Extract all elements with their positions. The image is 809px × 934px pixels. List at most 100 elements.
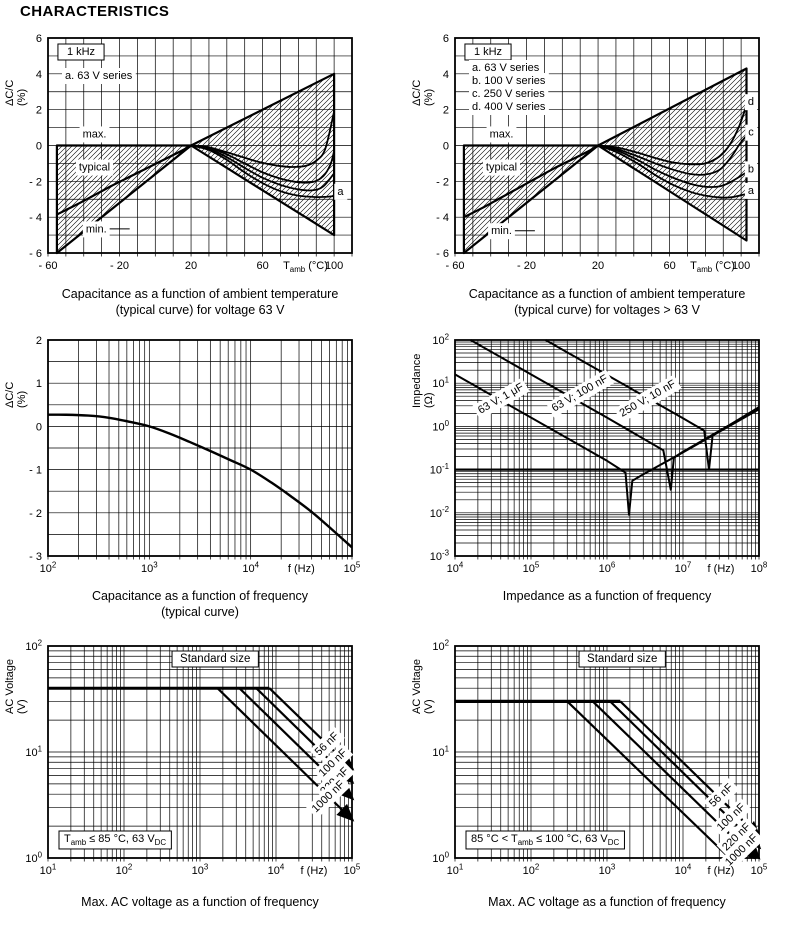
legend-item: a. 63 V series bbox=[62, 68, 136, 84]
y-tick-label: 2 bbox=[443, 105, 449, 117]
inline-label-text: Standard size bbox=[180, 653, 250, 665]
chart-caption: Max. AC voltage as a function of frequen… bbox=[407, 894, 807, 910]
x-tick-label: 103 bbox=[141, 560, 158, 575]
x-tick-label: 103 bbox=[599, 862, 616, 877]
legend-frequency-box: 1 kHz bbox=[57, 43, 105, 61]
chart-max-ac-voltage-100c: 56 nF 100 nF 220 nF 1000 nF Standard size 85 … bbox=[407, 636, 807, 910]
chart-canvas-capacitance-vs-temperature-gt63v: max. typical min. d c ba 1 kHz a. 63 V seriesb.… bbox=[411, 33, 760, 274]
y-tick-label: - 4 bbox=[436, 212, 449, 224]
inline-label-text: Standard size bbox=[587, 653, 657, 665]
y-axis-title: (V) bbox=[16, 699, 28, 714]
x-tick-label: 60 bbox=[663, 260, 675, 272]
label-bg bbox=[482, 159, 521, 176]
caption-line: Max. AC voltage as a function of frequen… bbox=[488, 895, 726, 909]
y-tick-label: 4 bbox=[443, 69, 449, 81]
legend-item: c. 250 V series bbox=[469, 86, 549, 102]
y-tick-label: - 2 bbox=[436, 176, 449, 188]
y-axis-title: AC Voltage bbox=[4, 659, 16, 714]
inline-label-text: 1 kHz bbox=[474, 46, 502, 58]
plot-border bbox=[454, 37, 760, 254]
y-tick-label: 100 bbox=[432, 419, 449, 434]
curve-c-250v bbox=[597, 135, 748, 176]
curve-label: min. bbox=[82, 221, 130, 238]
label-bg bbox=[486, 126, 517, 143]
x-tick-label: 108 bbox=[751, 560, 768, 575]
label-bg bbox=[309, 726, 346, 762]
label-bg bbox=[57, 43, 105, 61]
standard-size-box: Standard size bbox=[578, 650, 666, 668]
x-tick-label: 100 bbox=[325, 260, 343, 272]
y-axis-title: ΔC/C bbox=[4, 80, 16, 106]
curve-63v-100nF bbox=[470, 339, 760, 491]
inline-label-text: b bbox=[748, 163, 754, 175]
label-bg bbox=[614, 374, 682, 423]
x-tick-label: 104 bbox=[447, 560, 464, 575]
label-bg bbox=[469, 86, 549, 102]
caption-line: (typical curve) for voltage 63 V bbox=[115, 303, 285, 317]
y-tick-label: 101 bbox=[432, 376, 449, 391]
y-axis-title: (%) bbox=[16, 391, 28, 408]
condition-note: 85 °C < Tamb ≤ 100 °C, 63 VDC bbox=[465, 830, 625, 850]
grid bbox=[47, 645, 353, 862]
y-axis-title: (V) bbox=[423, 699, 435, 714]
chart-caption: Capacitance as a function of frequency (… bbox=[0, 588, 400, 620]
label-bg bbox=[469, 60, 543, 76]
y-tick-label: 10-3 bbox=[430, 548, 450, 563]
x-tick-label: 104 bbox=[268, 862, 285, 877]
caption-line: (typical curve) for voltages > 63 V bbox=[514, 303, 700, 317]
curve-series-63v-a bbox=[190, 144, 340, 199]
y-tick-label: 10-2 bbox=[430, 505, 449, 520]
inline-label-text: min. bbox=[86, 223, 107, 235]
label-bg bbox=[716, 817, 757, 857]
inline-label-text: a bbox=[337, 186, 344, 198]
caption-line: Max. AC voltage as a function of frequen… bbox=[81, 895, 319, 909]
curve-d-400v bbox=[597, 104, 748, 166]
x-tick-label: 104 bbox=[242, 560, 259, 575]
x-axis-label: Tamb (°C) bbox=[690, 260, 735, 274]
inline-label-text: d bbox=[748, 96, 754, 108]
legend-frequency-box: 1 kHz bbox=[464, 43, 512, 61]
y-tick-label: 102 bbox=[25, 638, 42, 653]
x-tick-label: 101 bbox=[447, 862, 464, 877]
x-tick-label: 101 bbox=[40, 862, 57, 877]
y-tick-label: - 3 bbox=[29, 551, 42, 563]
grid bbox=[454, 645, 760, 862]
y-axis-title: (Ω) bbox=[423, 392, 435, 408]
y-axis-title: ΔC/C bbox=[411, 80, 423, 106]
curve-label: min. bbox=[488, 223, 535, 240]
x-tick-label: 100 bbox=[732, 260, 750, 272]
curve-series-63v-3 bbox=[190, 144, 335, 192]
x-tick-label: 105 bbox=[523, 560, 540, 575]
inline-label-text: 1 kHz bbox=[67, 46, 95, 58]
inline-label-text: a. 63 V series bbox=[472, 62, 540, 74]
curve-label: typical bbox=[482, 159, 521, 176]
x-tick-label: 103 bbox=[192, 862, 209, 877]
label-bg bbox=[472, 377, 530, 420]
inline-label-text: a. 63 V series bbox=[65, 70, 133, 82]
curve-typical bbox=[47, 413, 353, 549]
chart-capacitance-vs-temperature-63v: max. typical min. a 1 kHz a. 63 V series - 60-… bbox=[0, 28, 400, 318]
caption-line: (typical curve) bbox=[161, 605, 239, 619]
label-bg bbox=[711, 797, 752, 838]
y-tick-label: 2 bbox=[36, 105, 42, 117]
condition-note: Tamb ≤ 85 °C, 63 VDC bbox=[58, 830, 172, 850]
label-bg bbox=[546, 369, 614, 418]
y-tick-label: 101 bbox=[25, 744, 42, 759]
x-axis-label: f (Hz) bbox=[708, 563, 735, 575]
plot-border bbox=[454, 339, 760, 557]
x-tick-label: - 20 bbox=[110, 260, 129, 272]
x-axis-label: f (Hz) bbox=[301, 865, 328, 877]
caption-line: Capacitance as a function of ambient tem… bbox=[468, 287, 746, 301]
label-bg bbox=[75, 159, 114, 176]
label-bg bbox=[58, 830, 172, 850]
curve-label: typical bbox=[75, 159, 114, 176]
y-tick-label: 102 bbox=[432, 638, 449, 653]
chart-caption: Capacitance as a function of ambient tem… bbox=[407, 286, 807, 318]
chart-caption: Max. AC voltage as a function of frequen… bbox=[0, 894, 400, 910]
plot-border bbox=[47, 645, 353, 859]
